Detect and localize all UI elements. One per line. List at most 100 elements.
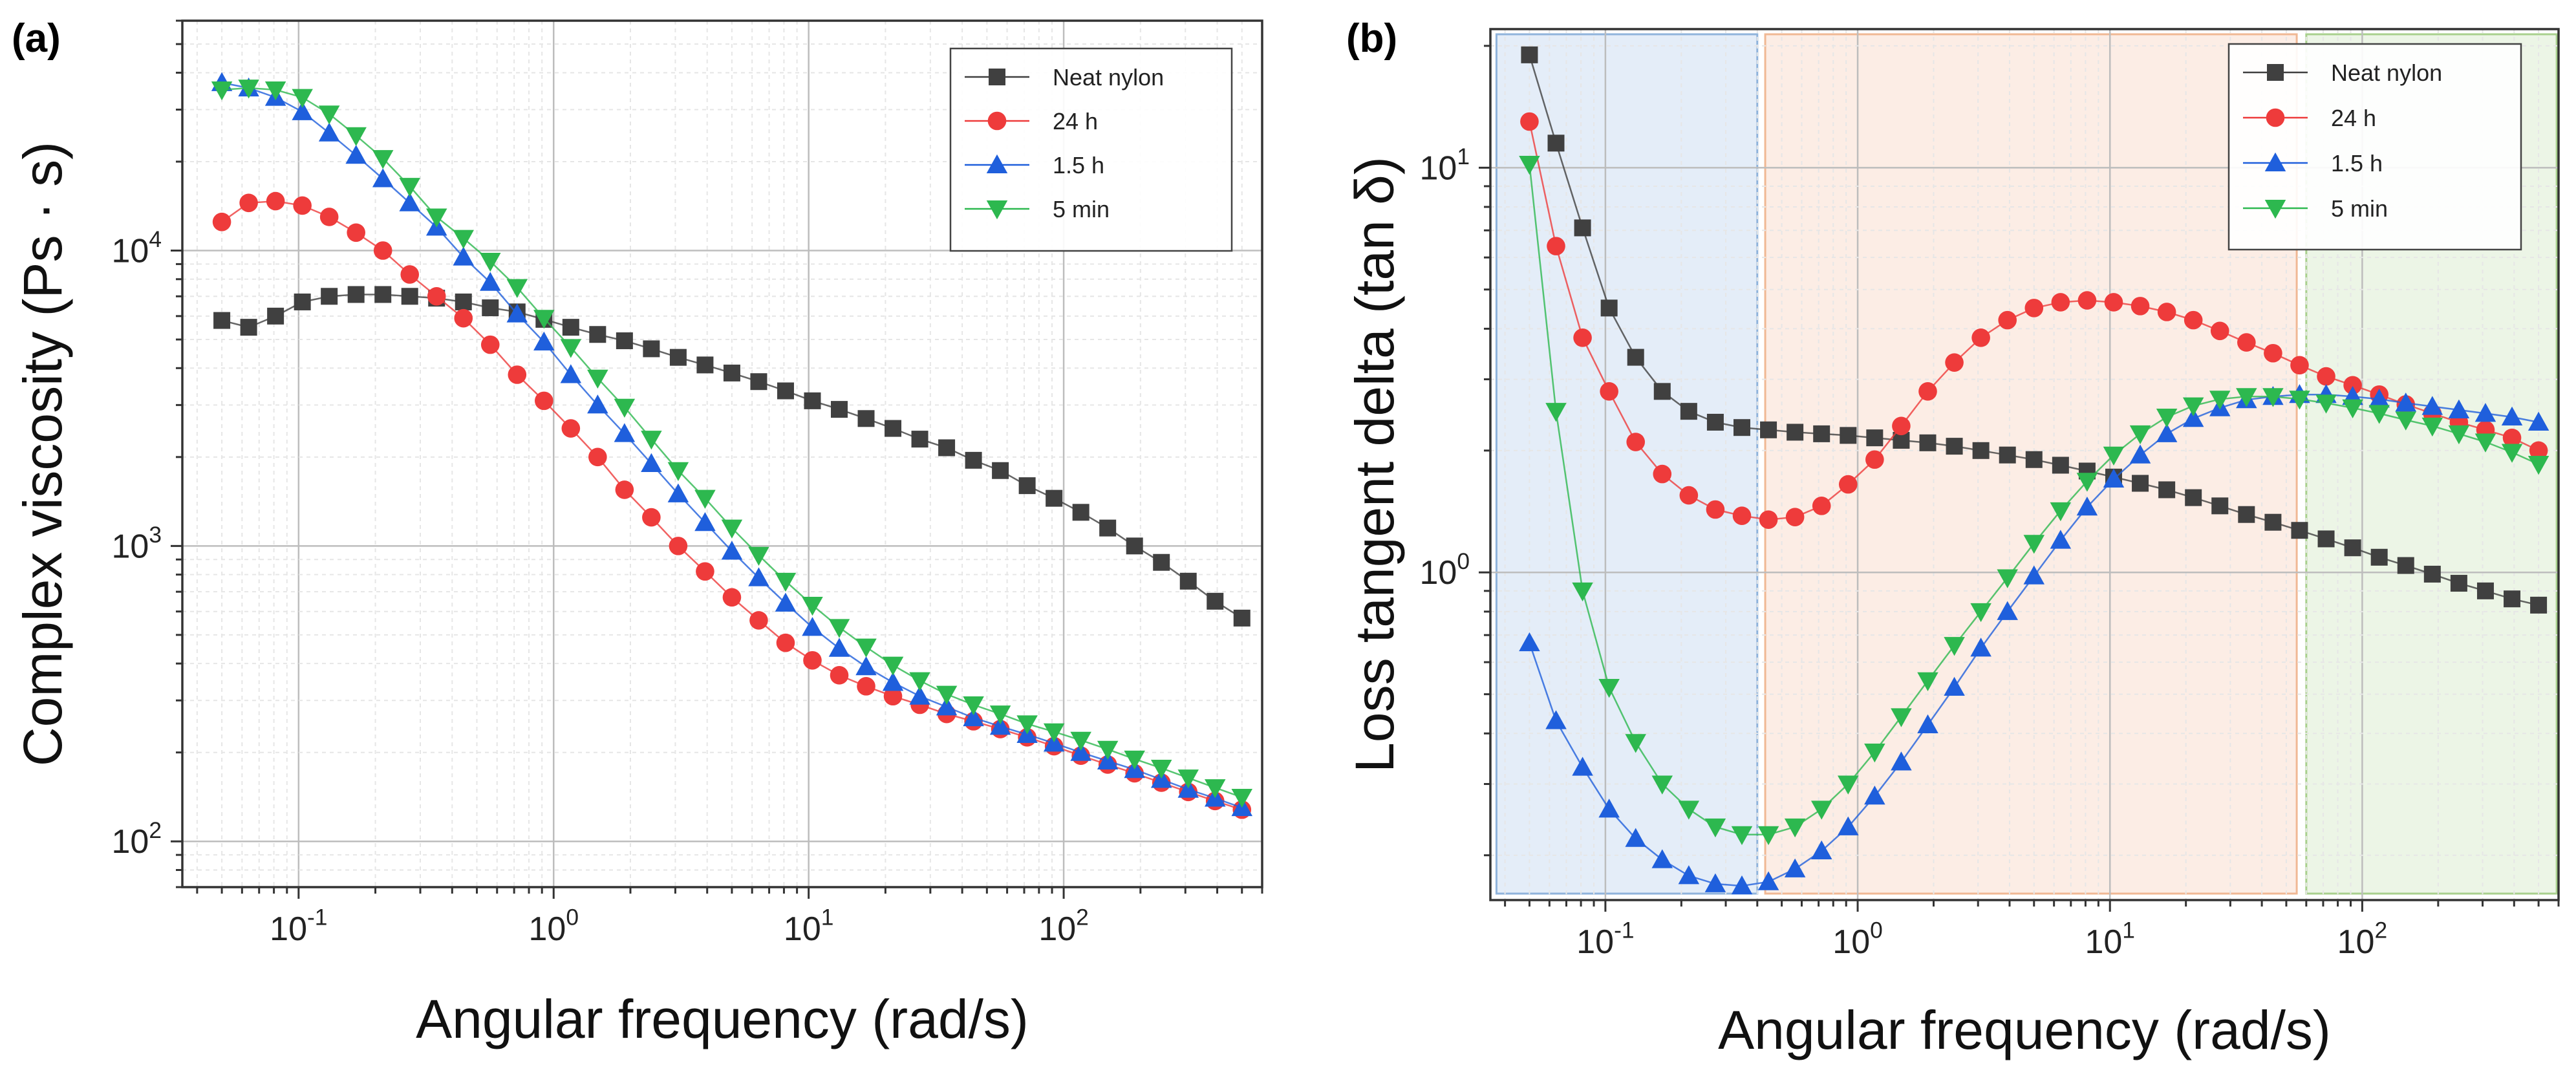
legend-item: 24 h (2243, 105, 2376, 131)
data-point (885, 420, 902, 437)
data-point (400, 265, 420, 284)
legend: Neat nylon 24 h 1.5 h 5 min (2227, 43, 2522, 251)
legend-marker (989, 69, 1005, 85)
data-point (560, 339, 582, 358)
data-point (723, 364, 740, 381)
data-point (2476, 582, 2494, 599)
data-point (2023, 535, 2045, 554)
data-point (1547, 134, 1565, 152)
legend-item: 5 min (965, 196, 1110, 222)
data-point (775, 592, 797, 612)
data-point (831, 401, 848, 418)
data-point (1680, 403, 1697, 420)
y-tick-label: 102 (111, 818, 162, 861)
legend-label: 5 min (1053, 196, 1110, 222)
data-point (1918, 382, 1937, 401)
data-point (1547, 237, 1565, 255)
data-point (588, 447, 607, 467)
data-point (1757, 826, 1779, 845)
data-point (2368, 405, 2390, 424)
data-point (2184, 310, 2203, 330)
x-tick-label: 101 (2085, 918, 2135, 961)
data-point (989, 716, 1011, 735)
data-point (722, 588, 742, 607)
tick-base: 10 (1419, 554, 1457, 592)
data-point (562, 319, 579, 336)
data-point (2076, 496, 2098, 516)
data-point (777, 382, 794, 400)
x-axis-label: Angular frequency (rad/s) (416, 989, 1029, 1049)
tick-base: 10 (1576, 923, 1614, 961)
data-point (963, 696, 984, 716)
data-point (2050, 530, 2072, 549)
data-point (2132, 475, 2149, 492)
legend-item: 5 min (2243, 195, 2388, 222)
data-point (1625, 828, 1646, 847)
data-point (1813, 425, 1830, 442)
legend-marker (2264, 152, 2286, 171)
data-point (372, 168, 394, 188)
data-point (292, 89, 313, 108)
data-point (1999, 446, 2016, 464)
data-point (1970, 638, 1991, 657)
data-point (642, 508, 661, 527)
tick-base: 10 (2085, 923, 2122, 961)
data-point (1733, 419, 1750, 436)
data-point (399, 178, 420, 197)
tick-exponent: 1 (821, 905, 834, 930)
data-point (1072, 504, 1089, 521)
data-point (2343, 376, 2362, 395)
data-point (292, 101, 313, 120)
data-point (318, 105, 340, 125)
x-tick-label: 10-1 (270, 905, 327, 948)
data-point (480, 335, 500, 354)
x-tick-label: 10-1 (1576, 918, 1634, 961)
data-point (1070, 731, 1091, 751)
data-point (1233, 609, 1250, 627)
data-point (1653, 464, 1672, 484)
data-point (2157, 303, 2176, 321)
data-point (1651, 849, 1673, 868)
data-point (2236, 388, 2257, 407)
legend-marker (2266, 108, 2285, 127)
data-point (2504, 590, 2521, 608)
data-point (2474, 403, 2496, 422)
data-point (427, 286, 446, 306)
data-point (2210, 321, 2229, 341)
data-point (828, 619, 850, 638)
tick-base: 10 (528, 910, 566, 948)
legend-label: 1.5 h (2331, 150, 2383, 177)
data-point (750, 373, 767, 391)
data-point (1732, 506, 1752, 525)
data-point (1679, 486, 1699, 505)
x-tick-label: 102 (1038, 905, 1089, 948)
data-point (2077, 291, 2097, 310)
legend-marker (2267, 64, 2284, 81)
tick-exponent: 1 (1457, 144, 1470, 169)
data-point (2317, 367, 2335, 386)
x-tick-label: 101 (784, 905, 834, 948)
data-point (2290, 356, 2309, 375)
data-point (1572, 582, 1593, 602)
data-point (1919, 434, 1937, 451)
data-point (775, 572, 797, 592)
data-point (453, 230, 475, 249)
data-point (694, 511, 716, 532)
data-point (589, 326, 606, 343)
data-point (1177, 769, 1199, 789)
tick-exponent: 0 (566, 905, 579, 930)
data-point (2528, 411, 2549, 431)
tick-exponent: 4 (149, 227, 162, 252)
data-point (1891, 708, 1912, 727)
data-point (1207, 592, 1224, 610)
data-point (533, 331, 555, 351)
data-point (2289, 391, 2310, 410)
data-point (696, 356, 714, 374)
tick-exponent: 2 (2374, 918, 2387, 943)
series-5-min (1519, 155, 2549, 845)
data-point (1205, 779, 1226, 799)
data-point (1892, 416, 1911, 436)
data-point (345, 127, 367, 146)
data-point (641, 453, 662, 473)
data-point (1046, 489, 1063, 507)
